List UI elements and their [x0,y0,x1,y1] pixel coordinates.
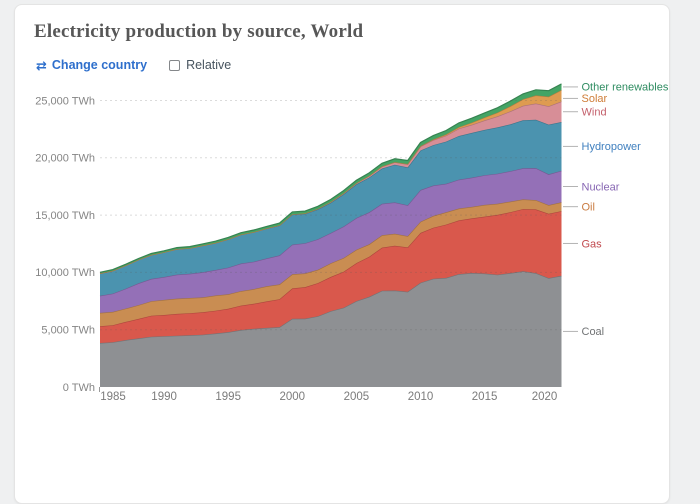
relative-toggle[interactable]: Relative [169,58,231,72]
y-axis-tick-label: 0 TWh [63,382,95,394]
x-axis-tick-label: 2020 [532,391,558,403]
y-axis-tick-label: 25,000 TWh [35,95,95,107]
area-band-solar [100,90,562,274]
area-band-oil [100,199,562,327]
legend-label-wind: Wind [582,107,607,119]
area-band-other-renewables [100,83,562,274]
y-axis-tick-label: 10,000 TWh [35,267,95,279]
relative-checkbox[interactable] [169,59,181,71]
swap-arrows-icon: ⇄ [36,57,47,73]
legend-label-coal: Coal [582,326,605,338]
legend-label-hydropower: Hydropower [582,141,642,153]
legend-label-other-renewables: Other renewables [582,82,669,94]
chart-card: Electricity production by source, World … [14,4,670,504]
x-axis-tick-label: 2000 [279,391,305,403]
x-axis-tick-label: 1995 [215,391,241,403]
legend-label-gas: Gas [582,238,603,250]
area-band-wind [100,101,562,274]
x-axis-tick-label: 2005 [344,391,370,403]
x-axis-tick-label: 1985 [100,391,126,403]
x-axis-tick-label: 1990 [151,391,177,403]
area-band-hydropower [100,119,562,296]
chart-title: Electricity production by source, World [34,21,364,42]
y-axis-tick-label: 5,000 TWh [41,325,95,337]
x-axis-tick-label: 2010 [408,391,434,403]
chart-controls: ⇄ Change country Relative [36,58,231,72]
legend-label-oil: Oil [582,201,595,213]
y-axis-tick-label: 20,000 TWh [35,153,95,165]
legend-label-nuclear: Nuclear [582,181,620,193]
x-axis-tick-label: 2015 [472,391,498,403]
area-band-coal [100,271,562,387]
area-band-nuclear [100,168,562,313]
y-axis-tick-label: 15,000 TWh [35,210,95,222]
change-country-button[interactable]: ⇄ Change country [36,58,147,72]
change-country-label: Change country [51,58,148,72]
legend-label-solar: Solar [582,93,608,105]
relative-label: Relative [186,58,232,72]
area-band-gas [100,209,562,343]
stacked-area-chart: 0 TWh 5,000 TWh 10,000 TWh 15,000 TWh 20,000… [35,82,669,403]
